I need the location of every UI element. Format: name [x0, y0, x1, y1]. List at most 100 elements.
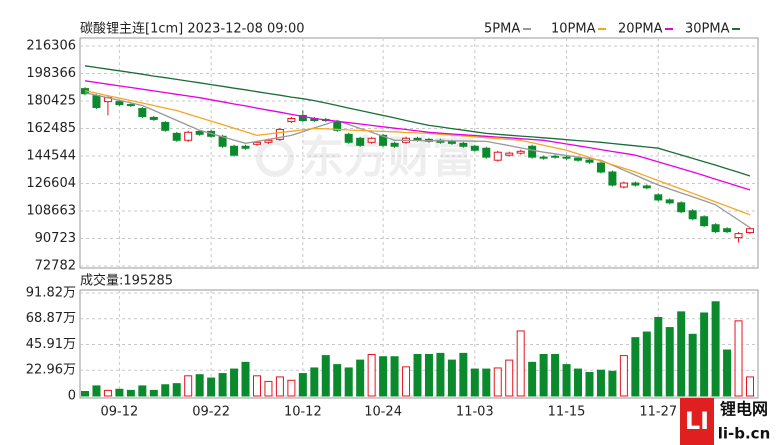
y-tick-label: 162485 [26, 121, 76, 136]
candle-body [287, 118, 296, 123]
volume-tick-label: 0 [68, 389, 76, 404]
volume-bar [596, 369, 605, 397]
y-tick-label: 180425 [26, 94, 76, 109]
volume-bar [161, 384, 170, 397]
volume-bar [390, 356, 399, 397]
volume-bar [252, 375, 261, 397]
volume-bar [356, 359, 365, 397]
y-tick-label: 72782 [35, 259, 76, 274]
candle-body [344, 133, 353, 143]
volume-bar [321, 355, 330, 397]
candle-body [585, 159, 594, 163]
candle-body [252, 141, 261, 145]
price-panel [79, 37, 759, 269]
logo-badge [680, 398, 714, 445]
candle-body [493, 151, 502, 161]
candle-body [631, 182, 640, 186]
candle-body [654, 194, 663, 201]
volume-bar [654, 316, 663, 397]
volume-bar [711, 301, 720, 397]
volume-bar [149, 389, 158, 397]
logo-badge-text: LI [685, 407, 709, 435]
volume-bar [631, 337, 640, 397]
volume-bar [700, 312, 709, 397]
volume-tick-label: 45.91万 [26, 337, 76, 352]
ma-line [84, 65, 751, 177]
candle-body [688, 210, 697, 220]
volume-bar [493, 367, 502, 397]
volume-tick-label: 91.82万 [26, 286, 76, 301]
volume-bar [103, 389, 112, 397]
candle-body [275, 128, 284, 140]
candle-body [528, 145, 537, 158]
candle-body [333, 121, 342, 131]
legend-label: 5PMA [484, 22, 520, 37]
ma-line [84, 80, 751, 191]
x-tick-label: 11-03 [456, 405, 494, 420]
y-tick-label: 126604 [26, 176, 76, 191]
volume-bar [723, 349, 732, 397]
volume-bar [424, 353, 433, 397]
volume-bar [482, 368, 491, 397]
volume-bar [528, 361, 537, 397]
candle-body [161, 121, 170, 131]
volume-bar [138, 385, 147, 397]
volume-bar [310, 367, 319, 397]
candle-body [126, 104, 135, 107]
candle-body [642, 185, 651, 189]
volume-bar [115, 388, 124, 397]
candle-body [562, 156, 571, 159]
candle-body [264, 139, 273, 143]
candle-body [619, 182, 628, 188]
volume-bar [734, 320, 743, 397]
volume-bar [459, 352, 468, 397]
volume-bar [413, 353, 422, 397]
logo-name: 锂电网 [720, 400, 768, 419]
volume-bar [287, 379, 296, 397]
x-tick-label: 10-24 [364, 405, 402, 420]
candle-body [734, 233, 743, 239]
chart-title: 碳酸锂主连[1cm] 2023-12-08 09:00 [80, 21, 305, 37]
volume-bar [264, 380, 273, 397]
candle-body [746, 228, 754, 234]
volume-bar [241, 361, 250, 397]
volume-bar [275, 376, 284, 397]
volume-bar [746, 376, 754, 397]
candle-body [115, 101, 124, 106]
volume-tick-label: 68.87万 [26, 311, 76, 326]
candle-body [356, 137, 365, 146]
candle-body [608, 171, 617, 186]
candle-body [195, 130, 204, 135]
legend-label: 20PMA [618, 22, 663, 37]
volume-bar [436, 352, 445, 397]
volume-bar [688, 333, 697, 397]
x-tick-label: 09-12 [101, 405, 139, 420]
volume-bar [539, 353, 548, 397]
logo: LI 锂电网 li-b.cn [680, 398, 770, 445]
x-tick-label: 09-22 [192, 405, 230, 420]
volume-bar [642, 331, 651, 397]
logo-site: li-b.cn [718, 425, 771, 443]
candle-body [539, 156, 548, 159]
candle-body [677, 202, 686, 213]
x-tick-label: 11-15 [548, 405, 586, 420]
y-tick-label: 216306 [26, 39, 76, 54]
volume-bar [81, 391, 89, 397]
candle-body [367, 137, 376, 143]
volume-tick-label: 22.96万 [26, 363, 76, 378]
volume-bar [230, 368, 239, 397]
y-tick-label: 198366 [26, 66, 76, 81]
volume-bar [207, 377, 216, 397]
candle-body [459, 142, 468, 147]
volume-bar [470, 368, 479, 397]
candle-body [184, 131, 193, 141]
candle-body [596, 162, 605, 173]
candle-body [138, 108, 147, 118]
volume-bar [379, 356, 388, 397]
volume-bar [665, 327, 674, 397]
volume-bar [516, 330, 525, 397]
candle-body [92, 95, 101, 108]
candle-body [470, 145, 479, 151]
candle-body [230, 145, 239, 156]
volume-bar [184, 375, 193, 397]
